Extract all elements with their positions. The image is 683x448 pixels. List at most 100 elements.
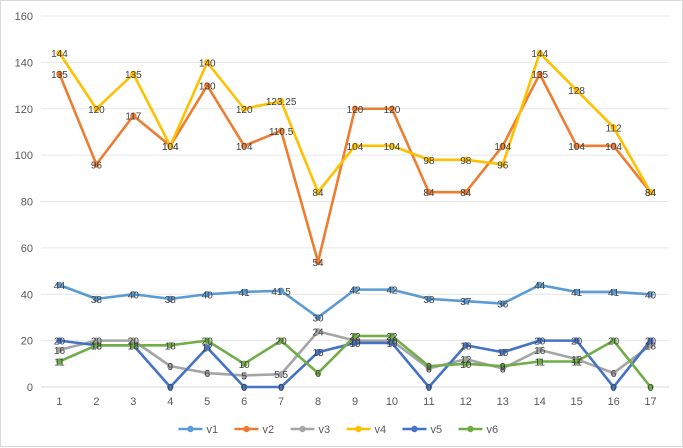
data-label-v2: 84 — [460, 188, 472, 199]
data-label-v6: 6 — [315, 369, 321, 380]
data-label-v4: 140 — [199, 58, 216, 69]
data-label-v6: 10 — [460, 360, 472, 371]
data-label-v6: 18 — [91, 341, 103, 352]
data-label-v1: 41.5 — [271, 287, 291, 298]
gridlines — [41, 15, 669, 388]
data-label-v1: 38 — [91, 295, 103, 306]
data-label-v2: 54 — [312, 258, 324, 269]
data-label-v2: 135 — [531, 70, 548, 81]
point-v2 — [93, 161, 100, 168]
data-label-v4: 98 — [460, 156, 472, 167]
series-line-v4 — [58, 51, 652, 194]
data-label-v3: 8 — [426, 364, 432, 375]
point-v1 — [499, 300, 506, 307]
point-v6 — [647, 383, 654, 391]
point-v1 — [610, 288, 617, 296]
data-label-v2: 130 — [199, 82, 216, 93]
data-label-v6: 9 — [500, 362, 506, 373]
point-v5 — [204, 344, 211, 351]
x-tick-label: 4 — [167, 396, 173, 408]
point-v4 — [462, 156, 470, 163]
data-label-v1: 42 — [386, 286, 398, 297]
point-v6 — [536, 358, 543, 365]
data-label-v4: 144 — [51, 49, 68, 60]
point-v4 — [351, 142, 359, 150]
point-v3 — [56, 346, 63, 354]
point-v4 — [610, 124, 617, 131]
x-tick-label: 8 — [315, 396, 321, 408]
point-v6 — [93, 342, 100, 349]
point-v3 — [610, 369, 617, 377]
data-label-v6: 20 — [608, 337, 620, 348]
y-tick-label: 0 — [27, 382, 33, 394]
point-v2 — [130, 112, 137, 119]
data-label-v6: 11 — [535, 357, 546, 368]
point-v1 — [462, 298, 470, 305]
point-v1 — [388, 286, 396, 293]
data-label-v6: 9 — [426, 362, 432, 373]
point-v4 — [499, 161, 506, 168]
data-label-v5: 17 — [202, 344, 214, 355]
x-tick-label: 5 — [204, 396, 210, 408]
data-label-v4: 104 — [384, 142, 401, 153]
x-tick-label: 2 — [93, 396, 99, 408]
data-label-v2: 104 — [162, 142, 179, 153]
point-v5 — [425, 383, 433, 391]
x-tick-label: 13 — [497, 396, 509, 408]
point-v4 — [425, 156, 433, 163]
point-v3 — [314, 328, 322, 335]
point-v1 — [167, 295, 174, 303]
data-label-v3: 6 — [611, 369, 617, 380]
legend-label-v5: v5 — [431, 424, 443, 436]
point-v6 — [314, 369, 322, 377]
point-v1 — [56, 281, 63, 289]
point-v3 — [130, 337, 137, 344]
point-v3 — [204, 369, 211, 377]
point-v2 — [351, 105, 359, 112]
data-label-v1: 42 — [349, 286, 361, 297]
data-label-v4: 128 — [568, 86, 585, 97]
point-v3 — [93, 337, 100, 344]
data-label-v3: 5 — [241, 371, 247, 382]
data-label-v3: 20 — [349, 337, 361, 348]
point-v2 — [462, 189, 470, 196]
data-label-v4: 144 — [531, 49, 548, 60]
legend: v1 v2 v3 v4 v5 v6 — [178, 424, 498, 436]
data-label-v2: 104 — [605, 142, 622, 153]
data-label-v6: 0 — [648, 383, 654, 394]
data-label-v2: 110.5 — [269, 127, 294, 138]
point-v4 — [314, 189, 322, 196]
data-label-v4: 96 — [497, 160, 509, 171]
data-label-v1: 40 — [202, 290, 214, 301]
x-tick-label: 14 — [534, 396, 546, 408]
point-v1 — [240, 288, 248, 296]
point-v6 — [240, 360, 248, 368]
point-v4 — [204, 59, 211, 66]
point-v2 — [240, 142, 248, 150]
point-v1 — [204, 291, 211, 298]
data-label-v1: 41 — [571, 288, 583, 299]
y-tick-label: 100 — [15, 150, 33, 162]
data-label-v1: 38 — [165, 295, 177, 306]
data-label-v5: 0 — [426, 383, 432, 394]
x-tick-label: 15 — [571, 396, 583, 408]
legend-label-v1: v1 — [207, 424, 219, 436]
point-v3 — [277, 371, 285, 378]
legend-marker-v6 — [467, 425, 474, 433]
point-v6 — [388, 332, 396, 340]
data-label-v5: 0 — [168, 383, 174, 394]
data-label-v3: 16 — [54, 346, 66, 357]
point-v5 — [388, 339, 396, 347]
y-tick-label: 20 — [21, 336, 33, 348]
legend-label-v4: v4 — [375, 424, 387, 436]
point-v3 — [167, 362, 174, 370]
data-label-v1: 44 — [534, 281, 546, 292]
point-v2 — [204, 82, 211, 89]
point-v6 — [499, 362, 506, 370]
point-v6 — [425, 362, 433, 370]
data-label-v2: 104 — [236, 142, 253, 153]
point-v1 — [536, 281, 543, 289]
legend-marker-v1 — [187, 425, 194, 433]
